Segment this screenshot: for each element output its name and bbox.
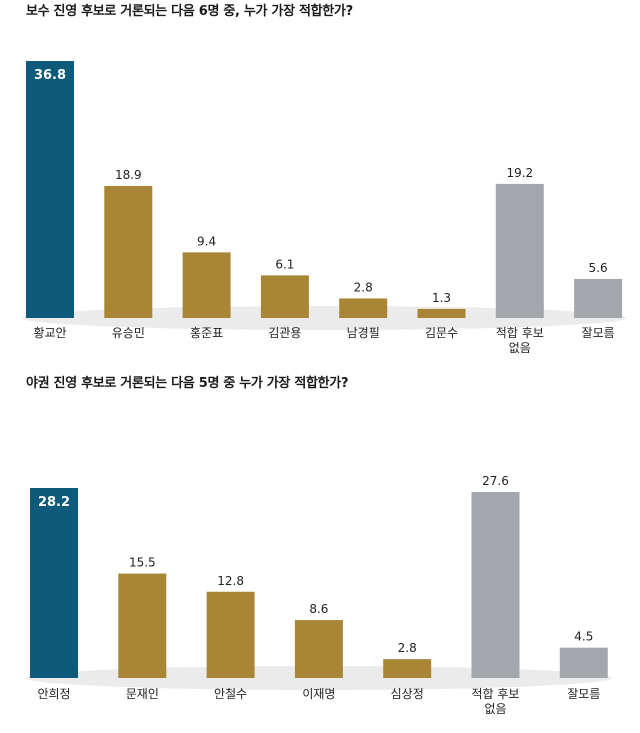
category-label: 이재명 <box>302 687 335 701</box>
bar-6 <box>471 492 520 678</box>
value-label: 2.8 <box>354 280 373 294</box>
bar-7 <box>559 647 608 678</box>
category-label: 적합 후보 없음 <box>496 326 544 355</box>
category-label: 잘모름 <box>582 326 615 340</box>
value-label: 4.5 <box>574 630 593 644</box>
chart-conservative: 보수 진영 후보로 거론되는 다음 6명 중, 누가 가장 적합한가? 36.8… <box>22 4 627 355</box>
category-label: 남경필 <box>347 326 380 340</box>
bar-4 <box>294 620 343 678</box>
bar-5 <box>383 659 432 678</box>
bar-3 <box>182 252 231 318</box>
category-label: 적합 후보 없음 <box>472 687 520 716</box>
chart-title: 보수 진영 후보로 거론되는 다음 6명 중, 누가 가장 적합한가? <box>26 4 353 19</box>
category-label: 김문수 <box>425 326 458 340</box>
bar-plot: 28.2 안희정 15.5 문재인 12.8 안철수 8.6 이재명 2.8 심상정 27.6 적합 … <box>26 474 612 716</box>
bar-2 <box>104 186 153 318</box>
value-label: 8.6 <box>309 602 328 616</box>
bar-1 <box>26 61 74 318</box>
bar-5 <box>339 298 388 318</box>
value-label: 2.8 <box>398 641 417 655</box>
bar-6 <box>417 308 466 318</box>
value-label: 28.2 <box>38 495 70 510</box>
bar-7 <box>495 183 544 318</box>
bar-8 <box>574 278 623 318</box>
value-label: 27.6 <box>482 474 509 488</box>
chart-title: 야권 진영 후보로 거론되는 다음 5명 중 누가 가장 적합한가? <box>26 376 349 391</box>
value-label: 19.2 <box>506 166 533 180</box>
category-label: 문재인 <box>126 687 159 701</box>
category-label: 안철수 <box>214 687 247 701</box>
value-label: 5.6 <box>589 261 608 275</box>
category-label: 잘모름 <box>567 687 600 701</box>
category-label: 심상정 <box>391 687 424 701</box>
bar-4 <box>260 275 309 318</box>
value-label: 15.5 <box>129 556 156 570</box>
value-label: 18.9 <box>115 168 142 182</box>
category-label: 유승민 <box>112 326 145 340</box>
bar-plot: 36.8 황교안 18.9 유승민 9.4 홍준표 6.1 김관용 2.8 남경필 1.3 김문수 19… <box>22 61 627 355</box>
bar-1 <box>30 488 78 678</box>
value-label: 1.3 <box>432 291 451 305</box>
value-label: 12.8 <box>217 574 244 588</box>
floor-shadow <box>22 306 627 330</box>
value-label: 36.8 <box>34 68 66 83</box>
category-label: 안희정 <box>37 687 70 701</box>
category-label: 황교안 <box>33 326 66 340</box>
bar-2 <box>118 573 167 678</box>
bar-3 <box>206 591 255 678</box>
value-label: 6.1 <box>275 257 294 271</box>
value-label: 9.4 <box>197 234 216 248</box>
category-label: 김관용 <box>268 326 301 340</box>
category-label: 홍준표 <box>190 326 223 340</box>
chart-opposition: 야권 진영 후보로 거론되는 다음 5명 중 누가 가장 적합한가? 28.2 안… <box>0 372 640 733</box>
